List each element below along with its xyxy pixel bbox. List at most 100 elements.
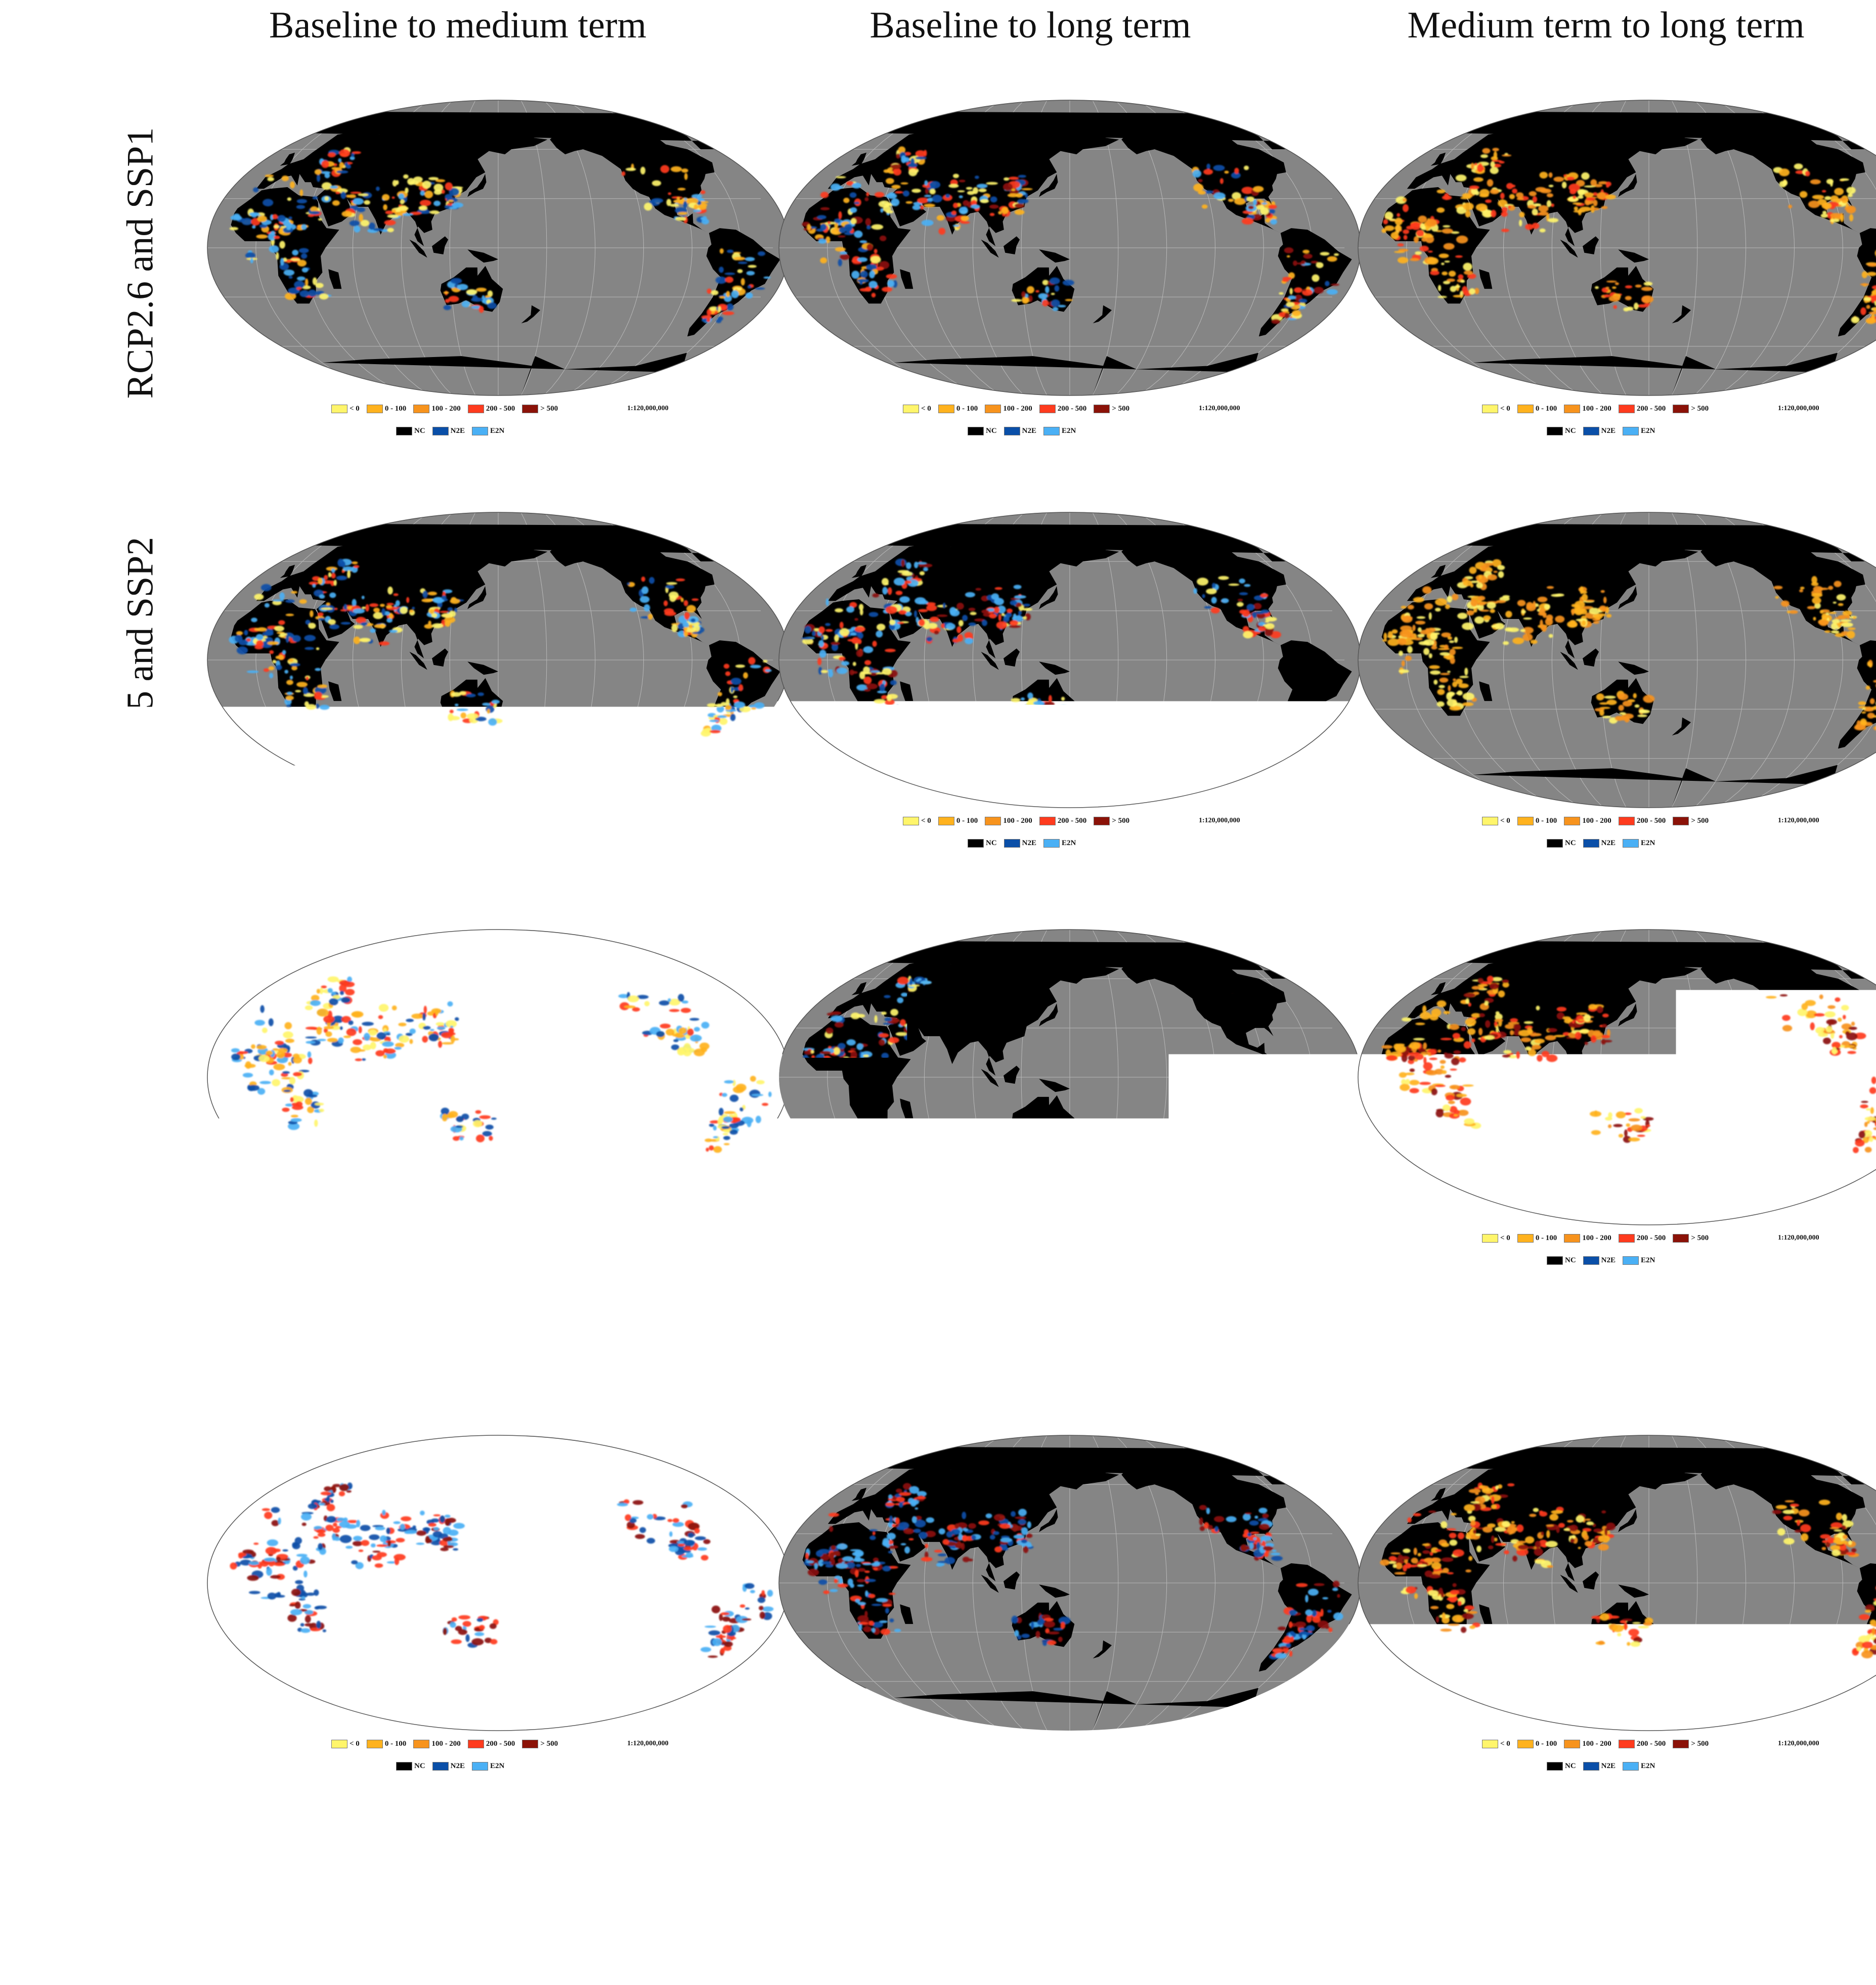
- change-patch: [697, 1548, 707, 1551]
- change-patch: [1419, 1082, 1431, 1085]
- change-patch: [1237, 602, 1244, 606]
- change-patch: [956, 603, 964, 610]
- change-patch: [850, 1549, 861, 1551]
- change-patch: [443, 1628, 447, 1635]
- change-patch: [750, 1590, 755, 1594]
- change-patch: [384, 1048, 396, 1054]
- change-patch: [1465, 998, 1469, 1004]
- change-patch: [353, 1039, 362, 1045]
- legend-label: > 500: [1112, 1234, 1129, 1243]
- change-patch: [872, 593, 879, 597]
- change-patch: [953, 1011, 956, 1017]
- change-patch: [1445, 260, 1450, 262]
- change-patch: [1533, 196, 1538, 203]
- change-patch: [362, 596, 365, 599]
- change-patch: [1279, 292, 1283, 295]
- change-patch: [1797, 1520, 1800, 1526]
- change-patch: [1637, 1135, 1645, 1137]
- change-patch: [1437, 190, 1446, 194]
- change-patch: [303, 1571, 308, 1578]
- change-patch: [1539, 1511, 1543, 1514]
- change-patch: [395, 1558, 400, 1565]
- change-patch: [1477, 596, 1485, 601]
- change-patch: [1065, 299, 1073, 301]
- change-patch: [424, 191, 433, 199]
- change-patch: [676, 579, 685, 582]
- change-patch: [1536, 187, 1547, 192]
- change-patch: [333, 1528, 340, 1533]
- change-patch: [1399, 1072, 1407, 1078]
- change-patch: [1619, 712, 1626, 715]
- change-patch: [1840, 179, 1849, 181]
- change-patch: [901, 993, 908, 997]
- change-patch: [820, 1051, 831, 1054]
- change-patch: [899, 1502, 903, 1508]
- change-patch: [1253, 603, 1261, 609]
- change-patch: [1290, 1631, 1294, 1636]
- change-patch: [962, 1512, 966, 1519]
- change-patch: [450, 1622, 456, 1628]
- change-patch: [644, 604, 650, 612]
- change-patch: [1490, 609, 1495, 613]
- change-patch: [885, 1503, 895, 1507]
- change-patch: [930, 1035, 938, 1041]
- legend-label: 200 - 500: [486, 1234, 515, 1243]
- change-patch: [1538, 205, 1548, 212]
- change-patch: [289, 1077, 295, 1084]
- change-patch: [1613, 1124, 1623, 1127]
- legend-label: N2E: [1022, 1762, 1036, 1771]
- change-patch: [683, 201, 687, 208]
- change-patch: [1458, 274, 1463, 279]
- change-patch: [1551, 203, 1554, 207]
- change-patch: [1601, 1511, 1606, 1514]
- change-patch: [1284, 1128, 1295, 1136]
- change-patch: [989, 205, 999, 209]
- change-patch: [486, 1125, 494, 1130]
- change-patch: [1410, 258, 1419, 261]
- change-patch: [831, 1545, 836, 1550]
- change-patch: [1628, 1118, 1640, 1121]
- change-patch: [1633, 693, 1637, 698]
- change-patch: [840, 254, 850, 260]
- panel-legend-item: 100 - 200: [985, 817, 1032, 825]
- change-patch: [759, 1606, 764, 1610]
- change-patch: [1205, 1031, 1213, 1038]
- change-patch: [462, 301, 470, 307]
- change-patch: [1204, 606, 1211, 609]
- change-patch: [1444, 243, 1455, 250]
- legend-swatch: [1004, 1256, 1020, 1265]
- change-patch: [339, 149, 351, 157]
- change-patch: [1265, 621, 1269, 623]
- change-patch: [705, 1138, 712, 1142]
- change-patch: [1838, 603, 1844, 606]
- change-patch: [1305, 1595, 1308, 1602]
- change-patch: [346, 1490, 352, 1493]
- change-patch: [1270, 209, 1275, 214]
- change-patch: [1848, 194, 1853, 197]
- change-patch: [293, 1056, 302, 1063]
- change-patch: [1415, 621, 1425, 625]
- change-patch: [1314, 287, 1324, 293]
- change-patch: [846, 1562, 855, 1568]
- change-patch: [716, 319, 722, 323]
- change-patch: [730, 1095, 739, 1102]
- change-patch: [1039, 1135, 1046, 1143]
- change-patch: [897, 997, 903, 1003]
- change-patch: [1447, 692, 1455, 696]
- change-patch: [959, 180, 966, 182]
- change-patch: [1480, 609, 1490, 611]
- change-patch: [820, 257, 827, 263]
- change-patch: [1234, 168, 1239, 174]
- legend-swatch: [1564, 405, 1580, 413]
- change-patch: [890, 1009, 898, 1016]
- change-patch: [828, 1046, 832, 1048]
- change-patch: [1302, 1127, 1310, 1130]
- change-patch: [843, 198, 849, 203]
- change-patch: [343, 566, 354, 571]
- change-patch: [433, 1514, 441, 1516]
- change-patch: [1410, 223, 1418, 227]
- panel-legend-item: 100 - 200: [985, 405, 1032, 413]
- legend-swatch: [413, 1740, 429, 1748]
- change-patch: [1415, 1023, 1425, 1025]
- change-patch: [922, 220, 934, 226]
